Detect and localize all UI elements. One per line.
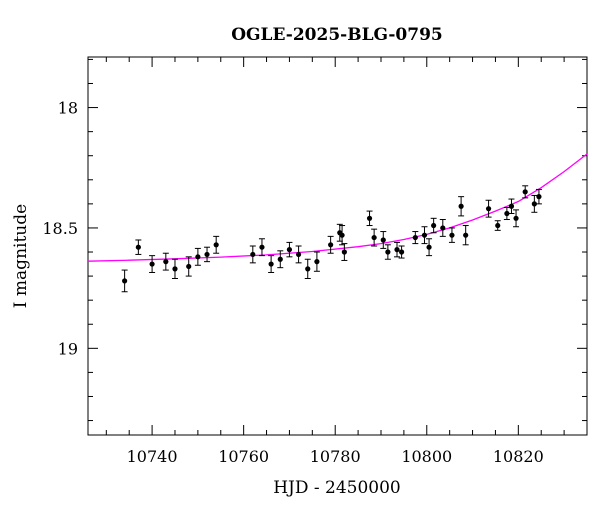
data-point [495,222,501,229]
data-point [204,251,210,258]
data-point [371,234,377,241]
y-tick-label: 18.5 [42,219,78,238]
data-point [449,232,455,238]
x-tick-label: 10800 [401,447,452,466]
data-point [328,242,334,248]
data-point [268,261,274,267]
data-point [259,244,265,250]
data-point [504,210,510,217]
data-point [149,261,155,267]
axis-tick-labels: 10740 10760 10780 10800 10820 18 18.5 19 [42,99,543,466]
data-point [513,215,519,221]
data-point [314,259,320,265]
x-tick-label: 10780 [310,447,361,466]
data-point [385,249,391,255]
data-point [135,244,141,250]
x-tick-label: 10820 [493,447,544,466]
data-point [536,194,542,200]
data-point [277,256,283,262]
data-point [531,201,537,207]
axis-ticks [88,57,588,435]
data-point [305,266,311,272]
data-point [380,237,386,243]
data-point [394,247,400,253]
data-point [195,254,201,260]
data-point [172,266,178,272]
data-point [341,249,347,255]
model-curve-layer [87,153,588,262]
data-point [522,189,528,195]
chart-title: OGLE-2025-BLG-0795 [231,25,443,45]
data-point [339,232,345,238]
plot-frame [87,56,588,436]
data-point [485,206,492,212]
data-point [186,263,192,270]
y-axis-label: I magnitude [11,204,31,308]
data-point [398,249,405,255]
x-tick-label: 10760 [218,447,269,466]
x-axis-label: HJD - 2450000 [273,478,401,498]
data-point [421,232,428,238]
y-tick-label: 19 [58,339,78,358]
data-point [508,203,515,209]
data-point [431,222,437,229]
data-point [213,242,219,248]
data-point [286,247,293,253]
data-point [412,234,418,241]
data-point [458,203,464,209]
data-point [426,244,432,250]
model-curve [87,153,588,262]
data-point [366,215,373,221]
data-points-layer [121,185,542,293]
data-point [122,278,128,284]
x-tick-label: 10740 [127,447,178,466]
data-point [163,259,169,265]
y-tick-label: 18 [58,99,78,118]
data-point [295,251,302,258]
data-point [440,225,446,231]
data-point [463,232,469,238]
data-point [250,251,256,258]
